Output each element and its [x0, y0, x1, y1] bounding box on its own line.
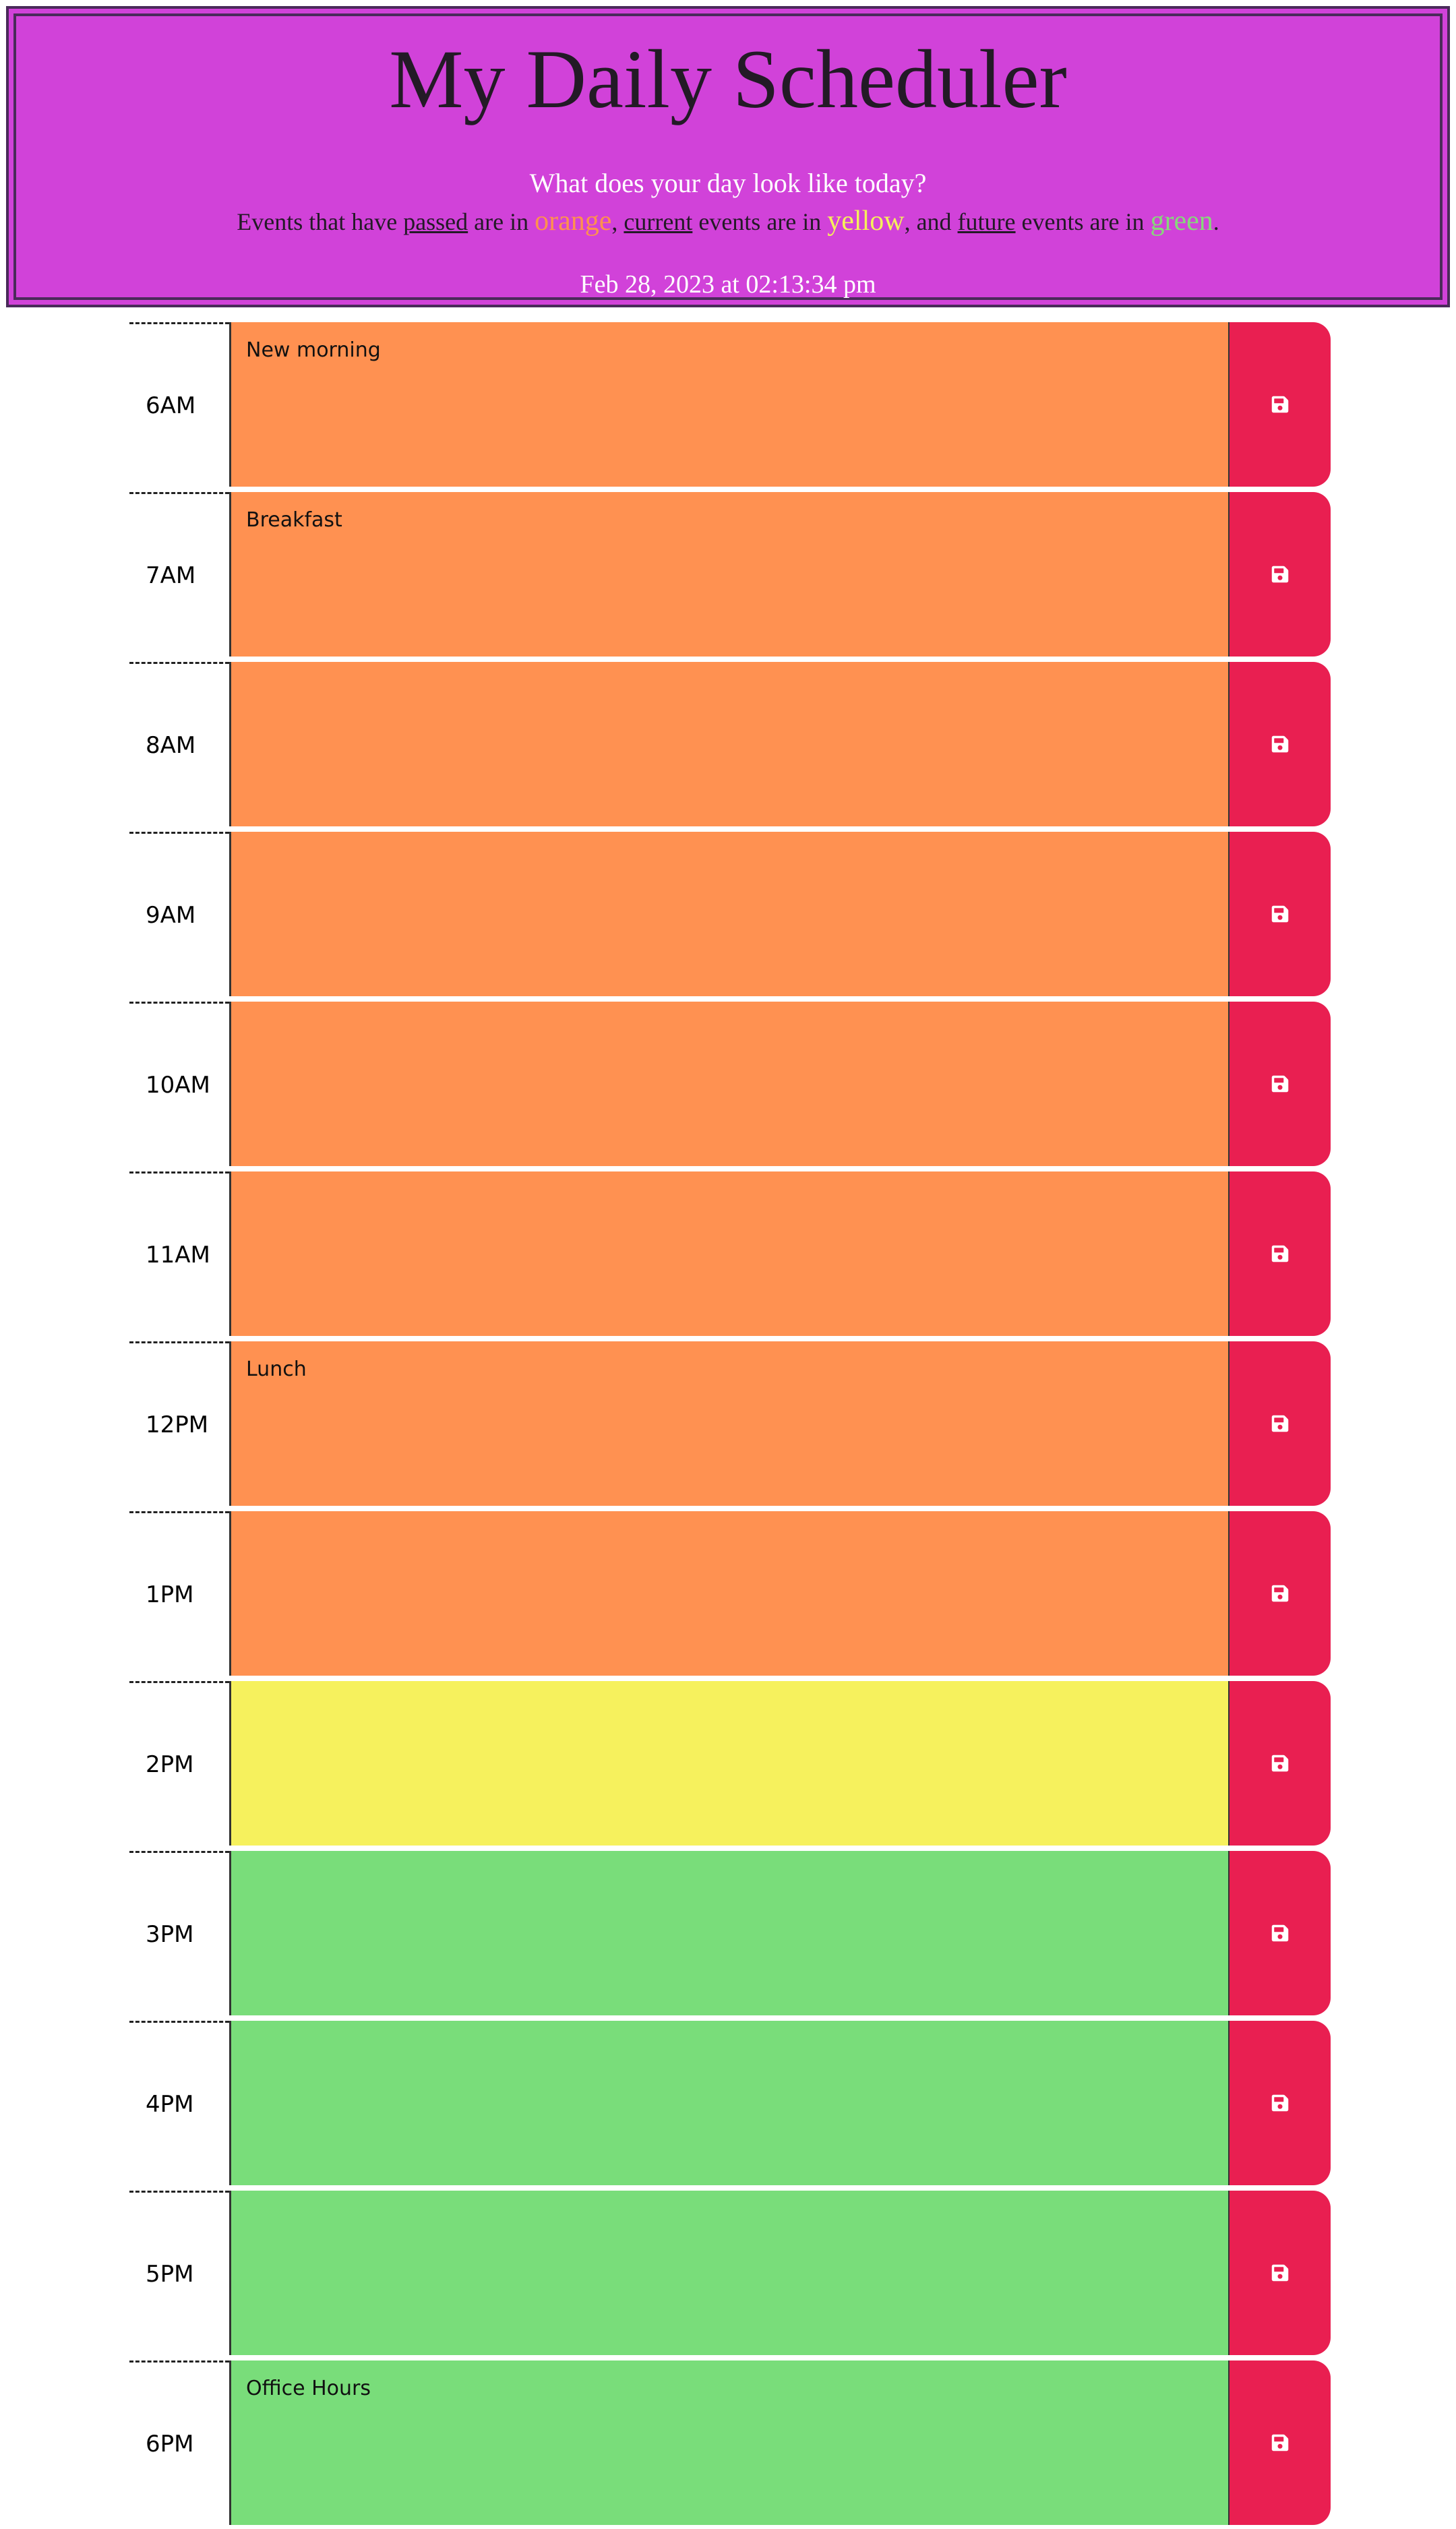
time-block-row: 6AM New morning — [129, 321, 1331, 491]
time-block-row: 1PM — [129, 1510, 1331, 1680]
current-datetime: Feb 28, 2023 at 02:13:34 pm — [580, 270, 876, 299]
time-block-row: 12PM Lunch — [129, 1340, 1331, 1510]
save-button[interactable] — [1230, 832, 1331, 996]
floppy-disk-icon — [1271, 905, 1289, 923]
hour-label: 3PM — [129, 1851, 229, 2015]
legend-text: events are in — [1015, 208, 1151, 235]
floppy-disk-icon — [1271, 1415, 1289, 1432]
scheduler: 6AM New morning 7AM Breakfast 8AM 9AM 10AM 11AM… — [129, 321, 1331, 2529]
event-description-input[interactable]: Office Hours — [229, 2360, 1230, 2525]
floppy-disk-icon — [1271, 566, 1289, 583]
floppy-disk-icon — [1271, 735, 1289, 753]
legend-text: , — [611, 208, 624, 235]
save-button[interactable] — [1230, 492, 1331, 657]
floppy-disk-icon — [1271, 1075, 1289, 1093]
event-description-input[interactable] — [229, 1851, 1230, 2015]
save-button[interactable] — [1230, 2360, 1331, 2525]
event-description-input[interactable]: Breakfast — [229, 492, 1230, 657]
save-button[interactable] — [1230, 1851, 1331, 2015]
save-button[interactable] — [1230, 1341, 1331, 1506]
time-block-row: 9AM — [129, 830, 1331, 1000]
hour-label: 1PM — [129, 1511, 229, 1676]
floppy-disk-icon — [1271, 396, 1289, 413]
page-header: My Daily Scheduler What does your day lo… — [6, 6, 1450, 307]
time-block-row: 3PM — [129, 1850, 1331, 2019]
legend-text: events are in — [692, 208, 828, 235]
time-block-row: 10AM — [129, 1000, 1331, 1170]
time-block-row: 2PM — [129, 1680, 1331, 1850]
floppy-disk-icon — [1271, 2434, 1289, 2451]
hour-label: 2PM — [129, 1681, 229, 1846]
color-legend: Events that have passed are in orange, c… — [9, 204, 1447, 239]
hour-label: 6PM — [129, 2360, 229, 2525]
time-block-row: 7AM Breakfast — [129, 491, 1331, 661]
event-description-input[interactable] — [229, 662, 1230, 826]
time-block-row: 8AM — [129, 661, 1331, 830]
save-button[interactable] — [1230, 662, 1331, 826]
time-block-row: 4PM — [129, 2019, 1331, 2189]
event-description-input[interactable] — [229, 1511, 1230, 1676]
floppy-disk-icon — [1271, 2094, 1289, 2112]
floppy-disk-icon — [1271, 1245, 1289, 1262]
time-block-row: 5PM — [129, 2189, 1331, 2359]
time-block-row: 11AM — [129, 1170, 1331, 1340]
event-description-input[interactable]: Lunch — [229, 1341, 1230, 1506]
legend-green: green — [1150, 206, 1213, 237]
hour-label: 5PM — [129, 2191, 229, 2355]
save-button[interactable] — [1230, 1002, 1331, 1166]
floppy-disk-icon — [1271, 1585, 1289, 1602]
hour-label: 11AM — [129, 1171, 229, 1336]
save-button[interactable] — [1230, 1171, 1331, 1336]
floppy-disk-icon — [1271, 1924, 1289, 1942]
page-title: My Daily Scheduler — [389, 33, 1067, 125]
legend-text: Events that have — [237, 208, 404, 235]
legend-yellow: yellow — [827, 206, 905, 237]
legend-future: future — [957, 208, 1016, 235]
save-button[interactable] — [1230, 2191, 1331, 2355]
legend-orange: orange — [535, 206, 612, 237]
floppy-disk-icon — [1271, 2264, 1289, 2282]
hour-label: 6AM — [129, 322, 229, 487]
legend-current: current — [624, 208, 693, 235]
legend-passed: passed — [403, 208, 468, 235]
save-button[interactable] — [1230, 322, 1331, 487]
event-description-input[interactable] — [229, 1002, 1230, 1166]
event-description-input[interactable] — [229, 1171, 1230, 1336]
event-description-input[interactable] — [229, 832, 1230, 996]
time-block-row: 6PM Office Hours — [129, 2359, 1331, 2529]
legend-text: are in — [468, 208, 535, 235]
event-description-input[interactable]: New morning — [229, 322, 1230, 487]
hour-label: 7AM — [129, 492, 229, 657]
save-button[interactable] — [1230, 1511, 1331, 1676]
event-description-input[interactable] — [229, 2021, 1230, 2185]
hour-label: 8AM — [129, 662, 229, 826]
hour-label: 4PM — [129, 2021, 229, 2185]
event-description-input[interactable] — [229, 1681, 1230, 1846]
floppy-disk-icon — [1271, 1755, 1289, 1772]
event-description-input[interactable] — [229, 2191, 1230, 2355]
hour-label: 12PM — [129, 1341, 229, 1506]
save-button[interactable] — [1230, 1681, 1331, 1846]
hour-label: 9AM — [129, 832, 229, 996]
save-button[interactable] — [1230, 2021, 1331, 2185]
legend-text: . — [1213, 208, 1219, 235]
legend-text: , and — [904, 208, 958, 235]
page-subtitle: What does your day look like today? — [529, 168, 927, 198]
hour-label: 10AM — [129, 1002, 229, 1166]
